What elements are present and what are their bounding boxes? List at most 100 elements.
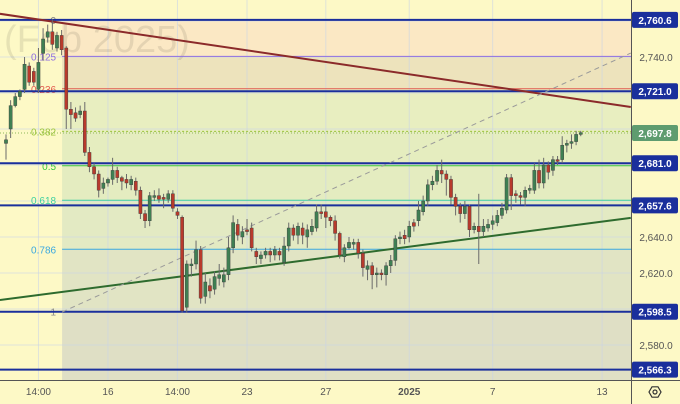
settings-icon[interactable] (648, 386, 662, 398)
candle (551, 156, 555, 176)
candle-body (388, 260, 393, 266)
price-level-badge-text: 2,657.6 (638, 201, 672, 212)
candle-body (268, 251, 272, 256)
candle-body (458, 206, 463, 214)
candle-body (467, 206, 472, 230)
candle (453, 193, 458, 216)
candle (314, 204, 319, 232)
candle (532, 163, 537, 194)
candle-body (106, 179, 110, 184)
price-level-badge[interactable]: 2,760.6 (632, 11, 678, 28)
trend-lines[interactable] (0, 12, 632, 313)
candle-body (351, 242, 356, 245)
fib-zone (62, 200, 632, 250)
candle-body (569, 141, 574, 144)
horizontal-lines[interactable] (0, 18, 631, 371)
candle-body (518, 195, 523, 198)
candle-body (407, 225, 412, 238)
fib-level-label: 0.5 (42, 162, 56, 173)
candle-body (175, 211, 180, 216)
fib-level-label: 1 (51, 308, 57, 319)
candle (180, 215, 184, 313)
candle (8, 100, 13, 138)
candle-body (240, 231, 245, 238)
resistance-trend-line[interactable] (0, 12, 631, 109)
candle-body (430, 180, 435, 185)
candle (555, 156, 560, 165)
candle-body (273, 249, 277, 256)
price-axis[interactable]: 2,740.0 2,620.0 2,640.0 2,580.0 2,760.6 2,721… (631, 0, 680, 404)
support-trend-line[interactable] (0, 216, 631, 301)
candle-body (152, 195, 157, 198)
fib-level-label: 0.125 (31, 52, 56, 63)
candle-body (486, 224, 490, 229)
candle-body (337, 233, 342, 256)
candle-body (560, 144, 564, 160)
candle (518, 192, 523, 205)
candle-body (96, 173, 101, 191)
candle-body (421, 200, 425, 213)
candle (263, 247, 268, 259)
candle-body (286, 227, 291, 247)
last-price-badge-text: 2,697.8 (638, 129, 672, 140)
candle-body (578, 132, 583, 135)
fib-zone (62, 88, 632, 132)
fib-level-label: 0.786 (31, 245, 56, 256)
candle (82, 102, 87, 156)
candle-body (180, 216, 184, 311)
candle (560, 136, 564, 164)
candle-body (527, 188, 532, 191)
candle-body (574, 134, 578, 142)
candle-body (18, 90, 22, 97)
candle-body (161, 197, 166, 200)
candle-body (541, 164, 546, 184)
candle (32, 67, 36, 86)
candle-body (198, 249, 203, 299)
price-level-badge-text: 2,721.0 (638, 87, 672, 98)
candle (286, 222, 291, 252)
time-axis[interactable]: 14:00 16 14:00 23 27 2025 7 13 (0, 380, 680, 404)
candle-body (439, 170, 444, 175)
candle (574, 130, 578, 146)
candle (291, 224, 296, 241)
candle-body (277, 251, 282, 256)
candle (578, 130, 583, 137)
candle-body (523, 189, 527, 198)
candle-body (393, 238, 398, 261)
candle (282, 237, 286, 266)
fib-level-label: 0.618 (31, 196, 56, 207)
price-level-badge[interactable]: 2,657.6 (632, 197, 678, 214)
time-tick-label: 23 (241, 387, 253, 398)
candle (13, 93, 18, 108)
candle-body (138, 189, 143, 214)
candle (523, 186, 527, 207)
candle-body (476, 225, 481, 232)
candle (356, 238, 361, 259)
candle (273, 246, 277, 261)
price-level-badge[interactable]: 2,598.5 (632, 303, 678, 320)
candle (328, 215, 333, 227)
price-level-badge[interactable]: 2,681.0 (632, 155, 678, 172)
price-level-badge[interactable]: 2,566.3 (632, 361, 678, 378)
candle (319, 204, 323, 219)
candle (509, 174, 514, 210)
candle (147, 192, 152, 227)
candle-body (291, 227, 296, 236)
candle (365, 260, 370, 281)
candle-body (324, 211, 328, 218)
candle-body (500, 207, 504, 216)
candle-body (509, 177, 514, 196)
candle (467, 204, 472, 237)
candle (231, 215, 235, 254)
candle-body (435, 170, 439, 182)
candle-body (412, 222, 416, 227)
time-tick-label: 14:00 (165, 387, 190, 398)
price-level-badge[interactable]: 2,721.0 (632, 83, 678, 100)
candle (472, 222, 476, 234)
candle-body (537, 170, 541, 184)
candle-body (342, 247, 347, 258)
candle (416, 201, 421, 227)
candle (476, 193, 481, 264)
candle-body (36, 62, 41, 90)
